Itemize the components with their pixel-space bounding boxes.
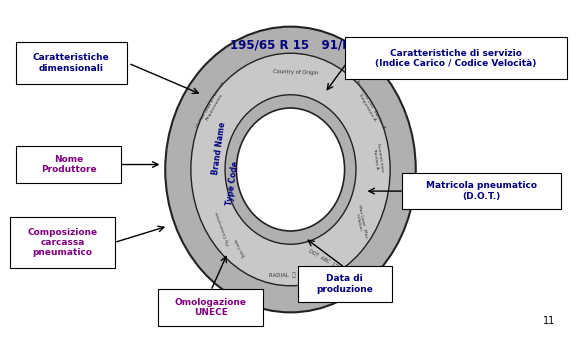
Ellipse shape: [236, 108, 345, 231]
Ellipse shape: [191, 53, 390, 286]
Text: Treadwear 200  Traction A
Temperature A: Treadwear 200 Traction A Temperature A: [350, 79, 386, 132]
Text: Caratteristiche
dimensionali: Caratteristiche dimensionali: [33, 54, 110, 73]
Text: Type Code: Type Code: [225, 161, 241, 206]
Text: Composizione
carcassa
pneumatico: Composizione carcassa pneumatico: [28, 228, 98, 258]
Text: Omologazione
UNECE: Omologazione UNECE: [175, 298, 247, 317]
Text: Ply Construction: Ply Construction: [215, 210, 231, 245]
FancyBboxPatch shape: [16, 146, 121, 183]
FancyBboxPatch shape: [297, 266, 392, 302]
Text: Summer tires
Traction A: Summer tires Traction A: [372, 143, 385, 173]
Ellipse shape: [225, 95, 356, 244]
Text: Caratteristiche di servizio
(Indice Carico / Codice Velocità): Caratteristiche di servizio (Indice Cari…: [375, 48, 536, 68]
Text: 195/65 R 15   91/H: 195/65 R 15 91/H: [229, 39, 352, 52]
Ellipse shape: [165, 27, 416, 312]
Text: Max Load   Max
Inflation: Max Load Max Inflation: [353, 204, 368, 239]
FancyBboxPatch shape: [158, 289, 263, 326]
FancyBboxPatch shape: [10, 217, 116, 268]
Text: Nome
Produttore: Nome Produttore: [41, 155, 96, 174]
Text: DOT  ABC  1234: DOT ABC 1234: [307, 248, 343, 272]
Text: RADIAL  Ⓜ: RADIAL Ⓜ: [269, 273, 296, 278]
Text: Data di
produzione: Data di produzione: [316, 274, 373, 294]
FancyBboxPatch shape: [16, 42, 127, 84]
FancyBboxPatch shape: [401, 173, 561, 210]
Text: Type Code: Type Code: [234, 238, 247, 259]
Text: Brand Name: Brand Name: [210, 122, 227, 176]
Text: US Max Load & Pressure
Requirements: US Max Load & Pressure Requirements: [196, 81, 229, 131]
Text: 11: 11: [543, 316, 555, 326]
Text: Matricola pneumatico
(D.O.T.): Matricola pneumatico (D.O.T.): [426, 181, 537, 201]
Text: Country of Origin: Country of Origin: [273, 68, 318, 75]
FancyBboxPatch shape: [345, 37, 566, 79]
